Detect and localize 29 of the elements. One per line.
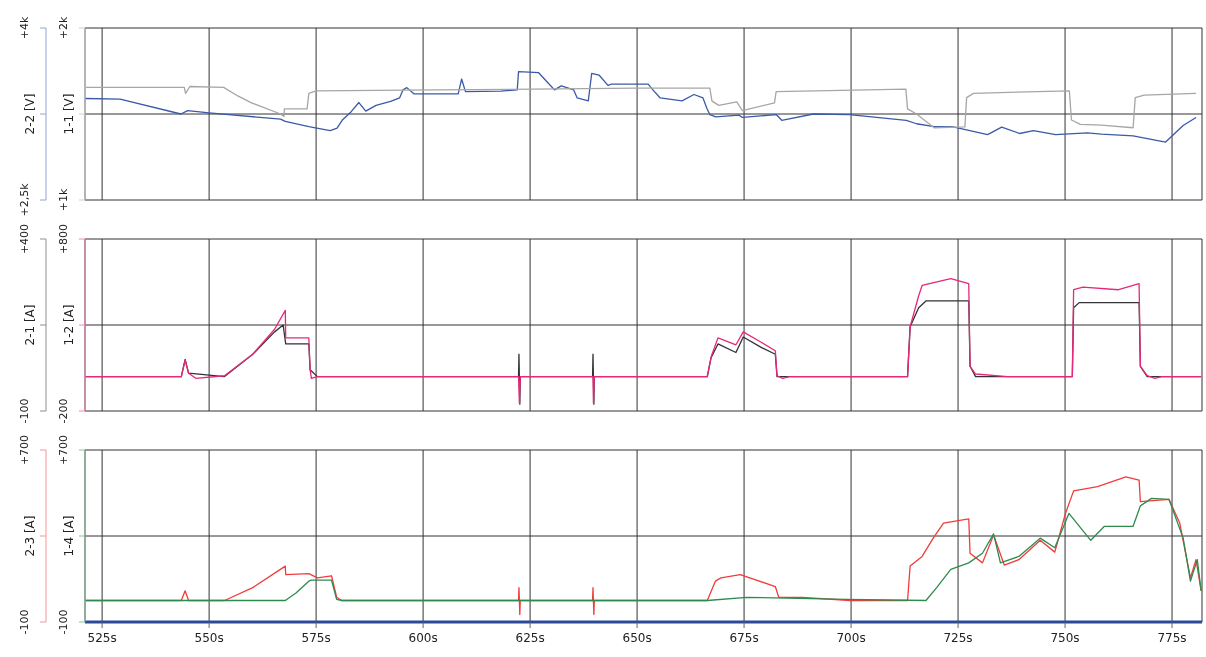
y2-tick-label: -100	[57, 609, 70, 635]
y-tick-label: +4k	[18, 16, 31, 40]
y-tick-label: -100	[18, 398, 31, 424]
x-tick-label: 625s	[515, 631, 545, 645]
x-tick-label: 675s	[729, 631, 759, 645]
x-tick-label: 600s	[408, 631, 438, 645]
x-tick-label: 775s	[1157, 631, 1187, 645]
y-tick-label: +2,5k	[18, 182, 31, 217]
y-axis-title: 2-3 [A]	[23, 515, 37, 557]
y2-tick-label: +1k	[57, 188, 70, 212]
x-tick-label: 700s	[836, 631, 866, 645]
y2-tick-label: +800	[57, 223, 70, 255]
y-axis-title: 2-2 [V]	[23, 93, 37, 135]
y2-axis-title: 1-2 [A]	[62, 304, 76, 346]
x-tick-label: 550s	[194, 631, 224, 645]
x-tick-label: 525s	[87, 631, 117, 645]
x-tick-label: 750s	[1050, 631, 1080, 645]
y-tick-label: +700	[18, 434, 31, 466]
x-tick-label: 725s	[943, 631, 973, 645]
y2-axis-title: 1-4 [A]	[62, 515, 76, 557]
y-axis-title: 2-1 [A]	[23, 304, 37, 346]
y2-tick-label: +700	[57, 434, 70, 466]
y2-tick-label: -200	[57, 398, 70, 424]
x-tick-label: 650s	[622, 631, 652, 645]
x-tick-label: 575s	[301, 631, 331, 645]
y2-tick-label: +2k	[57, 16, 70, 40]
y2-axis-title: 1-1 [V]	[62, 93, 76, 135]
y-tick-label: -100	[18, 609, 31, 635]
y-tick-label: +400	[18, 223, 31, 255]
